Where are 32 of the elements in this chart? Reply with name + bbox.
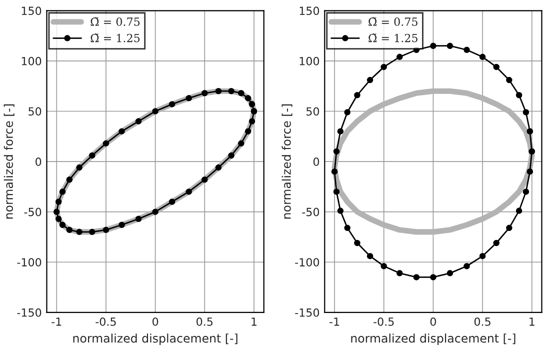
y-tick-label: -100 — [17, 258, 42, 266]
x-axis-title: normalized displacement [-] — [73, 334, 238, 345]
x-tick-label: -1 — [52, 318, 62, 326]
y-tick-label: 50 — [28, 107, 42, 116]
y-tick-label: -150 — [17, 308, 42, 317]
y-tick-label: 100 — [22, 56, 42, 66]
x-tick-label: 0.5 — [196, 317, 213, 326]
y-tick-label: 150 — [300, 6, 320, 16]
y-tick-label: 0 — [313, 158, 320, 166]
x-tick-label: 1 — [252, 318, 256, 326]
y-tick-label: -50 — [302, 208, 320, 216]
y-axis-title: normalized force [-] — [4, 104, 14, 219]
y-axis-title: normalized force [-] — [282, 104, 292, 219]
x-tick-label: 0.5 — [474, 317, 490, 326]
y-tick-label: -100 — [295, 258, 320, 266]
legend-label: Ω̃ = 0.75 — [90, 17, 140, 26]
y-tick-label: 100 — [300, 56, 320, 66]
y-tick-label: 150 — [22, 6, 42, 16]
y-tick-label: -50 — [24, 208, 42, 216]
x-tick-label: 1 — [530, 318, 534, 326]
y-tick-label: -150 — [295, 308, 320, 317]
legend-label: Ω̃ = 1.25 — [90, 33, 140, 42]
x-tick-label: -1 — [330, 318, 340, 326]
legend-label: Ω̃ = 1.25 — [368, 33, 418, 42]
x-tick-label: -0.5 — [96, 317, 116, 326]
x-tick-label: 0 — [430, 317, 436, 326]
x-tick-label: 0 — [152, 317, 158, 326]
y-tick-label: 50 — [306, 107, 320, 116]
x-tick-label: -0.5 — [374, 317, 394, 326]
x-axis-title: normalized displacement [-] — [351, 334, 516, 345]
y-tick-label: 0 — [36, 158, 42, 166]
legend-label: Ω̃ = 0.75 — [368, 17, 418, 26]
